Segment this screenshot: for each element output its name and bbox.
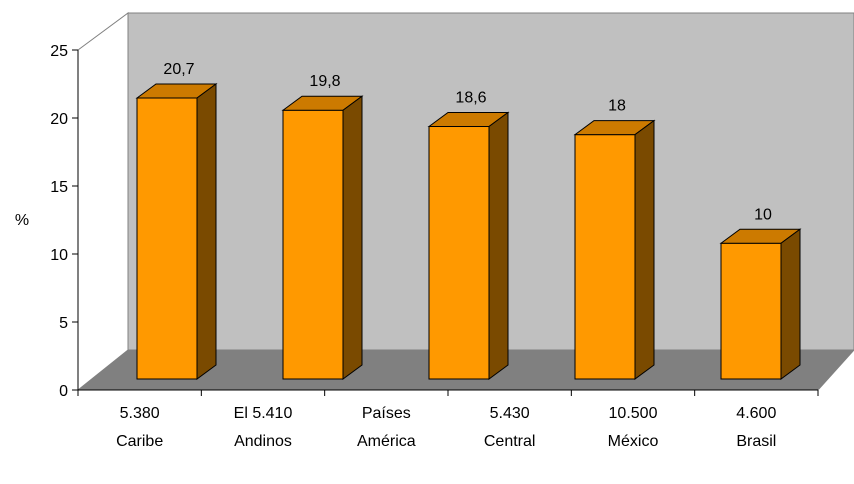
y-axis: 0 5 10 15 20 25 [50, 43, 79, 400]
bar-value-label: 18 [608, 98, 626, 115]
chart-left-wall [77, 12, 129, 392]
bar-front [282, 109, 344, 380]
bar-value-label: 20,7 [163, 61, 194, 78]
y-axis-label: % [15, 212, 29, 229]
x-tick-label: México [608, 433, 659, 450]
y-tick-label: 10 [50, 247, 68, 264]
bar-side [634, 119, 655, 380]
x-tick-label: Brasil [736, 433, 776, 450]
x-tick-label: 5.380 [120, 405, 160, 422]
bar-value-label: 10 [754, 206, 772, 223]
y-tick-label: 25 [50, 43, 68, 60]
x-tick-label: 4.600 [736, 405, 776, 422]
bar-side [196, 83, 217, 380]
y-tick-label: 15 [50, 179, 68, 196]
bar-front [136, 97, 198, 380]
y-tick-label: 0 [59, 383, 68, 400]
x-tick-label: Andinos [234, 433, 292, 450]
x-tick-label: 5.430 [490, 405, 530, 422]
x-tick-label: El 5.410 [234, 405, 293, 422]
bar-front [720, 242, 782, 380]
bar-front [574, 134, 636, 380]
bar-value-label: 19,8 [309, 73, 340, 90]
x-tick-label: Países [362, 405, 411, 422]
bar-side [342, 95, 363, 380]
bars-group: 20,7 19,8 18,6 18 10 [135, 61, 802, 380]
x-axis: 5.380 Caribe El 5.410 Andinos Países América 5… [77, 389, 819, 450]
x-tick-label: Central [484, 433, 536, 450]
bar-side [780, 228, 801, 380]
y-tick-label: 20 [50, 111, 68, 128]
x-tick-label: 10.500 [609, 405, 658, 422]
bar-front [428, 126, 490, 380]
x-tick-label: América [357, 433, 416, 450]
x-tick-label: Caribe [116, 433, 163, 450]
bar-side [488, 111, 509, 380]
y-tick-label: 5 [59, 315, 68, 332]
bar-value-label: 18,6 [455, 90, 486, 107]
